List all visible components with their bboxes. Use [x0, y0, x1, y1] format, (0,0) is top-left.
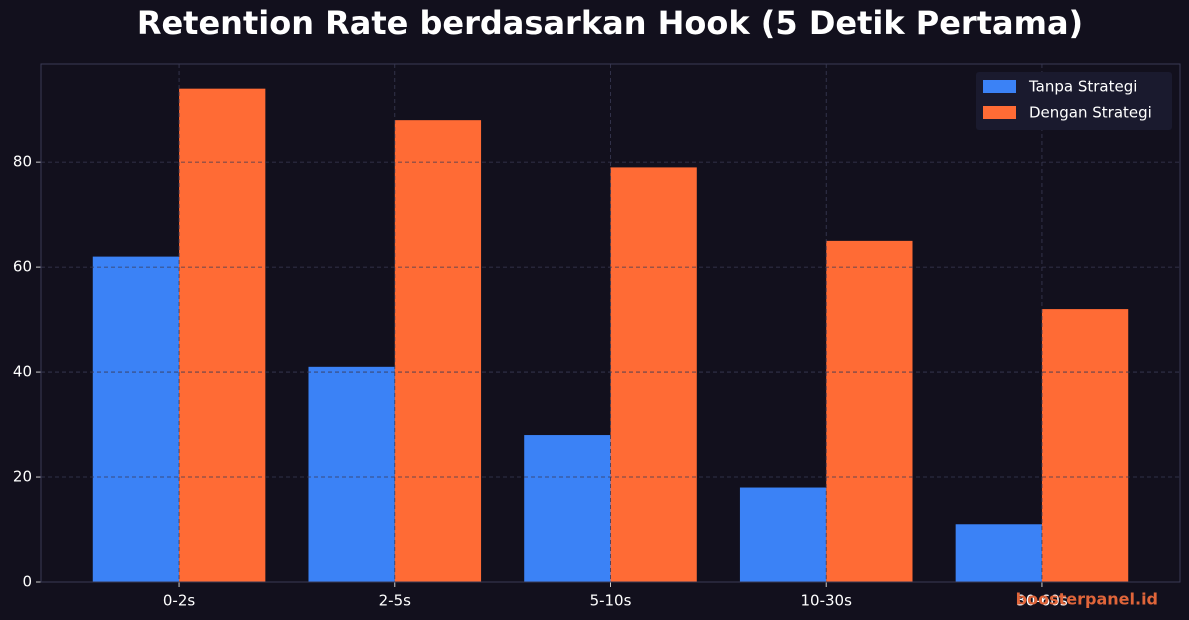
bar — [1041, 309, 1129, 582]
x-tick-label: 0-2s — [163, 592, 195, 610]
chart-title: Retention Rate berdasarkan Hook (5 Detik… — [137, 4, 1083, 42]
x-tick-label: 5-10s — [590, 592, 632, 610]
bar — [826, 240, 913, 583]
bar — [610, 167, 697, 582]
x-tick-label: 2-5s — [379, 592, 411, 610]
plot-frame — [40, 63, 1181, 583]
y-tick-label: 0 — [22, 573, 32, 591]
x-tick-label: 30-60s — [1016, 592, 1068, 610]
legend-swatch — [983, 80, 1016, 93]
bar — [524, 435, 611, 582]
bar — [955, 524, 1042, 582]
legend-swatch — [983, 106, 1016, 119]
bar — [179, 88, 266, 583]
bar — [394, 120, 482, 582]
y-tick-label: 80 — [13, 153, 32, 171]
y-tick-label: 60 — [13, 258, 32, 276]
bar — [92, 256, 180, 582]
y-tick-label: 20 — [13, 468, 32, 486]
legend-box — [976, 72, 1172, 130]
x-tick-label: 10-30s — [801, 592, 853, 610]
legend-label: Tanpa Strategi — [1028, 78, 1137, 96]
bar — [308, 366, 395, 582]
legend-label: Dengan Strategi — [1029, 104, 1152, 122]
bar — [739, 487, 827, 582]
y-tick-label: 40 — [13, 363, 32, 381]
watermark: boosterpanel.id — [1016, 590, 1158, 609]
